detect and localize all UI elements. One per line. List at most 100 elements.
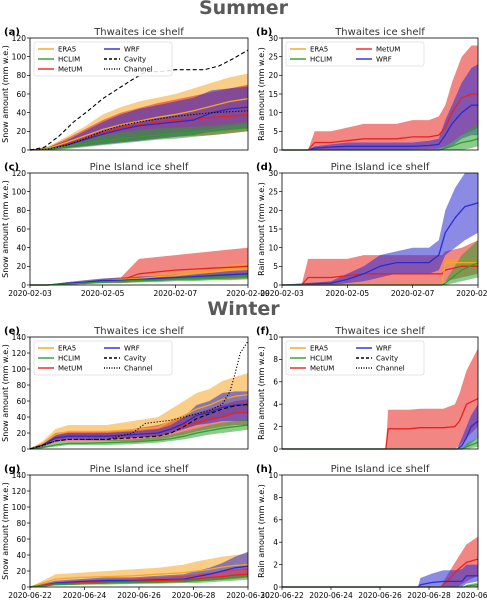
line-metum	[29, 113, 249, 151]
band-hclim	[30, 419, 248, 449]
y-tick-label: 0	[273, 583, 278, 592]
legend-label: WRF	[124, 345, 140, 353]
y-axis-label: Snow amount (mm w.e.)	[1, 482, 10, 580]
x-tick-label: 2020-02-09	[456, 289, 487, 298]
x-tick-label: 2020-06-28	[407, 591, 451, 600]
legend-label: HCLIM	[58, 56, 80, 64]
y-tick-label: 6	[273, 516, 278, 525]
legend-label: ERA5	[58, 46, 76, 54]
band-wrf	[30, 391, 248, 449]
legend-box	[285, 41, 425, 67]
band-era5	[30, 553, 248, 587]
band-wrf	[282, 173, 478, 285]
y-tick-label: 20	[16, 127, 26, 136]
y-tick-label: 140	[12, 333, 27, 342]
y-tick-label: 2	[273, 422, 278, 431]
line-metum	[282, 398, 479, 450]
line-hclim	[29, 575, 249, 588]
y-tick-label: 25	[268, 52, 278, 61]
legend-label: WRF	[124, 46, 140, 54]
panel-c: 0 20 40 60 80 100 120 2020-02-03 2020-02-05 2020-…	[1, 162, 270, 298]
x-tick-label: 2020-02-07	[154, 289, 198, 298]
panel-label: (g)	[4, 464, 20, 475]
y-tick-label: 25	[268, 187, 278, 196]
y-tick-label: 0	[21, 281, 26, 290]
legend-label: MetUM	[376, 46, 400, 54]
legend-label: WRF	[376, 56, 392, 64]
y-tick-label: 80	[16, 381, 26, 390]
panel-title: Pine Island ice shelf	[90, 464, 189, 475]
y-axis-label: Rain amount (mm w.e.)	[257, 484, 266, 578]
y-tick-label: 10	[268, 333, 278, 342]
y-tick-label: 140	[12, 471, 27, 480]
panel-title: Thwaites ice shelf	[334, 27, 425, 38]
band-metum	[282, 45, 478, 150]
y-tick-label: 5	[273, 127, 278, 136]
y-axis-label: Snow amount (mm w.e.)	[1, 344, 10, 442]
line-hclim	[30, 275, 249, 286]
line-wrf	[29, 565, 249, 588]
line-channel	[29, 110, 249, 151]
legend-box	[285, 340, 425, 376]
y-tick-label: 100	[12, 503, 27, 512]
band-hclim	[282, 123, 478, 150]
legend-label: ERA5	[58, 345, 76, 353]
y-tick-label: 30	[268, 34, 278, 43]
line-wrf	[281, 202, 479, 286]
plot-area	[282, 475, 478, 587]
x-tick-label: 2020-06-30	[226, 591, 270, 600]
band-metum	[282, 348, 478, 449]
y-tick-label: 0	[21, 583, 26, 592]
x-tick-label: 2020-02-05	[326, 289, 370, 298]
y-axis-label: Snow amount (mm w.e.)	[1, 45, 10, 143]
y-tick-label: 20	[16, 567, 26, 576]
y-tick-label: 40	[16, 108, 26, 117]
legend-label: Cavity	[376, 355, 398, 363]
x-tick-label: 2020-06-30	[456, 591, 487, 600]
line-wrf	[29, 404, 248, 450]
y-tick-label: 20	[268, 71, 278, 80]
y-tick-label: 120	[12, 487, 27, 496]
x-tick-label: 2020-02-05	[81, 289, 125, 298]
panel-h: 0 2 4 6 8 10 2020-06-22 2020-06-24 2020-06-26 202…	[256, 464, 487, 600]
y-tick-label: 0	[273, 445, 278, 454]
panel-title: Pine Island ice shelf	[331, 464, 430, 475]
band-era5	[30, 373, 248, 449]
legend-label: Channel	[124, 365, 153, 373]
y-tick-label: 40	[16, 243, 26, 252]
y-tick-label: 4	[273, 538, 278, 547]
y-tick-label: 80	[16, 519, 26, 528]
panel-title: Pine Island ice shelf	[90, 162, 189, 173]
x-tick-label: 2020-02-03	[260, 289, 304, 298]
legend-box	[33, 340, 173, 376]
y-axis-label: Rain amount (mm w.e.)	[257, 47, 266, 141]
panel-label: (f)	[256, 326, 270, 337]
y-tick-label: 30	[268, 169, 278, 178]
x-tick-label: 2020-02-03	[8, 289, 52, 298]
band-hclim	[282, 240, 478, 285]
band-wrf	[282, 564, 478, 587]
y-tick-label: 80	[16, 71, 26, 80]
y-axis-label: Rain amount (mm w.e.)	[257, 182, 266, 276]
panel-title: Thwaites ice shelf	[93, 326, 184, 337]
y-axis-label: Snow amount (mm w.e.)	[1, 180, 10, 278]
y-tick-label: 8	[273, 355, 278, 364]
y-tick-label: 120	[12, 34, 27, 43]
legend-label: Cavity	[124, 56, 146, 64]
y-tick-label: 8	[273, 493, 278, 502]
y-tick-label: 80	[16, 206, 26, 215]
winter-title: Winter	[207, 298, 280, 320]
line-metum	[29, 573, 249, 588]
line-wrf	[282, 104, 478, 151]
line-era5	[29, 563, 249, 588]
y-tick-label: 0	[21, 146, 26, 155]
line-metum	[282, 93, 478, 151]
legend-label: Channel	[376, 365, 405, 373]
legend-label: MetUM	[58, 66, 82, 74]
y-tick-label: 60	[16, 225, 26, 234]
y-tick-label: 100	[12, 365, 27, 374]
legend-label: HCLIM	[58, 355, 80, 363]
